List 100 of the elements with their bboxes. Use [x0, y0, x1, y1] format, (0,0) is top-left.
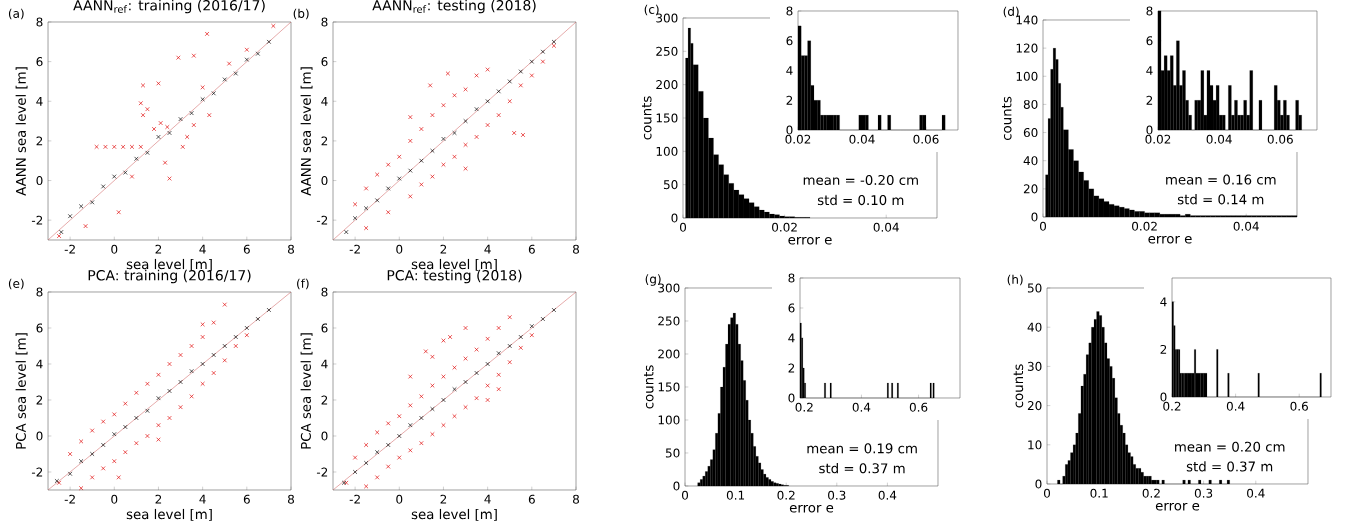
x-tick-label: 0.3 [1194, 488, 1213, 498]
annotation: std = 0.10 m [817, 194, 904, 206]
x-tick-label: 0 [679, 222, 687, 232]
x-tick-label: 0.02 [785, 134, 811, 144]
y-tick-label: 4 [1146, 66, 1153, 75]
x-tick-label: 8 [288, 244, 295, 254]
x-tick-label: 2 [440, 494, 447, 504]
y-tick-label: 250 [658, 316, 680, 326]
x-tick-label: 0 [111, 494, 118, 504]
x-tick-label: 0 [396, 244, 403, 254]
y-tick-label: 200 [658, 349, 680, 359]
y-tick-label: 0 [786, 125, 793, 135]
x-tick-label: 4 [484, 494, 491, 504]
x-tick-label: 0.04 [1206, 134, 1232, 144]
y-tick-label: 0 [321, 431, 328, 441]
text: (a) [8, 8, 24, 20]
y-tick-label: 100 [1016, 71, 1038, 81]
x-tick-label: 2 [155, 494, 162, 504]
y-tick-label: 100 [658, 415, 680, 425]
y-tick-label: 4 [36, 96, 43, 106]
y-tick-label: 50 [1027, 283, 1042, 293]
y-tick-label: 150 [656, 113, 678, 123]
x-tick-label: 2 [155, 244, 162, 254]
x-tick-label: 0.1 [726, 490, 745, 500]
x-tick-label: 6 [243, 494, 250, 504]
x-tick-label: 0.04 [1233, 221, 1259, 231]
y-axis-title: counts [1013, 364, 1024, 408]
y-tick-label: 0 [788, 393, 795, 403]
x-tick-label: 0.4 [878, 490, 897, 500]
y-tick-label: 200 [656, 80, 678, 90]
y-tick-label: 6 [788, 303, 795, 313]
x-tick-label: 0.06 [913, 134, 939, 144]
y-tick-label: 50 [665, 448, 680, 458]
x-axis-title: error e [788, 236, 832, 245]
annotation: mean = 0.19 cm [807, 443, 917, 454]
y-tick-label: 2 [1146, 95, 1153, 105]
annotation: std = 0.14 m [1177, 194, 1264, 205]
y-tick-label: 0 [36, 175, 43, 186]
x-tick-label: 0.1 [1090, 488, 1108, 498]
x-tick-label: -2 [349, 244, 360, 254]
x-tick-label: 0 [396, 494, 403, 504]
y-tick-label: 80 [1023, 99, 1038, 109]
x-axis-title: error e [1148, 235, 1192, 244]
y-tick-label: 250 [656, 46, 678, 56]
x-tick-label: 0.2 [777, 490, 795, 500]
x-tick-label: 0.04 [849, 134, 875, 144]
y-axis-title: counts [642, 96, 652, 140]
y-tick-label: 0 [673, 481, 680, 491]
text: (f) [297, 278, 309, 290]
x-tick-label: 4 [484, 244, 491, 254]
y-axis-title: PCA sea level [m] [15, 333, 28, 449]
y-tick-label: 8 [36, 287, 43, 297]
y-tick-label: 6 [1146, 36, 1153, 46]
x-tick-label: 4 [199, 494, 206, 504]
y-tick-label: 0 [1035, 479, 1042, 489]
y-tick-label: 20 [1027, 401, 1042, 411]
x-tick-label: 0.2 [1142, 488, 1160, 498]
x-tick-label: 0.6 [1290, 401, 1308, 411]
y-tick-label: 2 [1160, 344, 1167, 354]
annotation: mean = 0.16 cm [1166, 174, 1276, 185]
chart-title: PCA: training (2016/17) [88, 269, 251, 284]
y-tick-label: 0 [321, 175, 328, 186]
x-tick-label: 0 [1043, 488, 1051, 498]
x-tick-label: 2 [440, 244, 447, 254]
y-tick-label: 2 [786, 95, 793, 105]
y-tick-label: 6 [321, 57, 328, 67]
x-tick-label: 0.4 [852, 402, 871, 412]
x-tick-label: -2 [64, 244, 75, 254]
x-tick-label: 0.4 [1247, 488, 1265, 498]
annotation: mean = -0.20 cm [803, 174, 918, 186]
x-tick-label: 0.02 [1145, 134, 1171, 144]
annotation: std = 0.37 m [819, 463, 905, 474]
y-tick-label: 0 [1146, 125, 1153, 135]
x-tick-label: -2 [64, 494, 75, 504]
y-tick-label: 4 [1160, 297, 1167, 307]
x-tick-label: 0.02 [1132, 221, 1157, 231]
y-tick-label: 40 [1027, 322, 1042, 332]
y-tick-label: 30 [1027, 361, 1042, 371]
y-axis-title: counts [644, 365, 654, 409]
y-tick-label: 4 [321, 359, 328, 369]
y-tick-label: 100 [656, 146, 678, 156]
y-tick-label: 4 [788, 333, 795, 343]
y-tick-label: 4 [36, 359, 43, 369]
x-axis-title: error e [1155, 502, 1200, 511]
x-tick-label: 0.3 [828, 490, 846, 500]
y-tick-label: 60 [1023, 128, 1038, 138]
x-tick-label: 6 [528, 244, 535, 254]
text: (e) [8, 278, 24, 290]
x-tick-label: 0.04 [873, 222, 899, 232]
x-tick-label: 6 [243, 244, 250, 254]
x-axis-title: sea level [m] [411, 258, 497, 271]
y-tick-label: 50 [663, 180, 678, 190]
y-tick-label: 0 [1160, 392, 1167, 402]
x-tick-label: 0.02 [772, 222, 797, 232]
chart-title: AANN$_{ref}$: testing (2018) [372, 0, 536, 14]
y-tick-label: 6 [786, 36, 793, 46]
x-tick-label: 0.06 [1267, 134, 1293, 144]
y-tick-label: 8 [1146, 6, 1153, 16]
y-tick-label: 6 [321, 323, 328, 333]
y-axis-title: counts [1002, 96, 1012, 141]
